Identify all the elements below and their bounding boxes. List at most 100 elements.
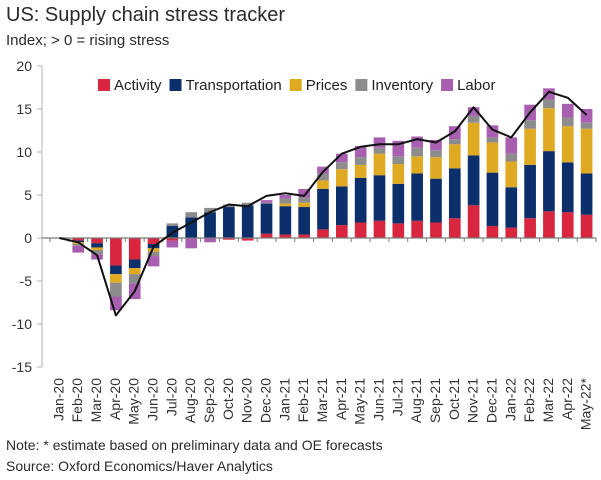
bar-transportation-jun-21 <box>373 175 386 221</box>
bar-transportation-oct-20 <box>223 207 235 238</box>
bar-transportation-oct-21 <box>448 168 461 219</box>
bar-transportation-jan-21 <box>279 206 292 235</box>
bar-activity-apr-22 <box>561 212 574 238</box>
bar-activity-may-20 <box>128 238 141 260</box>
bar-inventory-jun-20 <box>147 251 160 257</box>
legend-label-inventory: Inventory <box>371 77 433 94</box>
bar-prices-aug-21 <box>411 156 423 174</box>
y-tick-label: 5 <box>24 187 32 203</box>
legend-label-prices: Prices <box>306 77 348 94</box>
bar-labor-apr-21 <box>335 153 348 163</box>
bar-activity-mar-22 <box>543 211 555 238</box>
x-tick-label: Feb-21 <box>295 378 311 423</box>
bar-activity-mar-20 <box>91 238 103 244</box>
bar-activity-dec-20 <box>260 233 273 238</box>
bar-transportation-jan-22 <box>505 187 518 228</box>
x-tick-label: Jul-20 <box>163 378 179 416</box>
x-tick-label: Aug-20 <box>182 378 198 423</box>
legend-label-transportation: Transportation <box>186 77 282 94</box>
bar-transportation-aug-20 <box>185 217 198 238</box>
bar-prices-sep-21 <box>430 157 442 179</box>
bar-transportation-nov-21 <box>467 155 480 206</box>
bar-labor-aug-21 <box>411 136 423 148</box>
x-tick-label: Jan-22 <box>502 378 518 421</box>
bar-inventory-jul-21 <box>392 156 405 165</box>
x-tick-label: Jun-20 <box>145 378 161 421</box>
bar-prices-jan-22 <box>505 161 518 188</box>
bar-labor-sep-21 <box>430 139 442 151</box>
bar-labor-may-21 <box>354 145 367 158</box>
bar-inventory-jan-22 <box>505 153 518 162</box>
bar-activity-feb-21 <box>298 234 311 238</box>
x-tick-label: May-21 <box>352 378 368 425</box>
bar-labor-oct-21 <box>448 126 461 140</box>
bar-inventory-nov-20 <box>241 202 254 206</box>
x-tick-label: Nov-21 <box>465 378 481 423</box>
bar-prices-may-22 <box>580 128 593 174</box>
bar-prices-apr-20 <box>110 274 122 283</box>
bar-transportation-mar-21 <box>317 188 329 230</box>
bar-transportation-jul-21 <box>392 183 405 224</box>
bar-labor-mar-21 <box>317 166 329 174</box>
x-tick-label: Jul-21 <box>389 378 405 416</box>
bar-activity-nov-21 <box>467 205 480 238</box>
bar-prices-may-21 <box>354 164 367 178</box>
bar-activity-oct-21 <box>448 218 461 238</box>
total-stress-line <box>59 90 588 317</box>
x-tick-label: Oct-20 <box>220 378 236 420</box>
y-tick-label: 0 <box>24 230 32 246</box>
chart-subtitle: Index; > 0 = rising stress <box>6 32 170 49</box>
bar-labor-feb-21 <box>298 188 311 198</box>
y-tick-label: 15 <box>16 101 32 117</box>
bar-inventory-dec-20 <box>260 202 273 204</box>
bar-transportation-feb-21 <box>298 207 311 235</box>
bar-inventory-apr-20 <box>110 282 122 297</box>
bar-inventory-mar-20 <box>91 250 103 255</box>
bar-labor-sep-20 <box>204 238 216 243</box>
bar-activity-jan-22 <box>505 227 518 238</box>
bar-inventory-may-22 <box>580 122 593 129</box>
legend-label-labor: Labor <box>457 77 495 94</box>
bar-labor-dec-20 <box>260 200 273 203</box>
bar-activity-sep-21 <box>430 222 442 238</box>
bar-transportation-may-20 <box>128 259 141 269</box>
bar-activity-may-21 <box>354 222 367 238</box>
x-tick-label: Jan-20 <box>50 378 66 421</box>
bar-labor-aug-20 <box>185 238 198 249</box>
bar-labor-mar-22 <box>543 88 555 100</box>
bar-activity-jun-20 <box>147 238 160 245</box>
bar-activity-nov-20 <box>241 238 254 241</box>
bar-activity-jun-21 <box>373 220 386 238</box>
x-tick-label: Apr-21 <box>333 378 349 420</box>
x-tick-label: Apr-22 <box>559 378 575 420</box>
x-tick-label: May-20 <box>126 378 142 425</box>
x-tick-label: Dec-21 <box>483 378 499 423</box>
x-tick-label: Mar-22 <box>540 378 556 423</box>
bar-inventory-oct-21 <box>448 139 461 145</box>
bar-inventory-feb-21 <box>298 197 311 203</box>
bar-inventory-aug-20 <box>185 212 198 218</box>
bar-labor-jan-21 <box>279 195 292 199</box>
bar-inventory-jul-20 <box>166 223 179 226</box>
x-tick-label: Sep-20 <box>201 378 217 423</box>
bar-prices-may-20 <box>128 268 141 275</box>
bar-prices-apr-21 <box>335 169 348 187</box>
bar-inventory-dec-21 <box>486 137 499 143</box>
bar-inventory-aug-21 <box>411 147 423 157</box>
x-tick-label: Mar-20 <box>88 378 104 423</box>
x-tick-label: May-22* <box>578 377 594 430</box>
bar-transportation-dec-21 <box>486 172 499 226</box>
bar-inventory-apr-21 <box>335 162 348 170</box>
bar-inventory-sep-20 <box>204 207 216 213</box>
bar-inventory-sep-21 <box>430 150 442 158</box>
bar-transportation-sep-20 <box>204 212 216 238</box>
bar-prices-jun-20 <box>147 248 160 252</box>
bar-transportation-feb-22 <box>524 164 536 219</box>
x-tick-label: Nov-20 <box>239 378 255 423</box>
bar-inventory-mar-22 <box>543 99 555 109</box>
legend-swatch-activity <box>98 79 110 91</box>
bar-transportation-sep-21 <box>430 178 442 223</box>
bar-prices-mar-20 <box>91 247 103 251</box>
bar-prices-nov-21 <box>467 122 480 156</box>
